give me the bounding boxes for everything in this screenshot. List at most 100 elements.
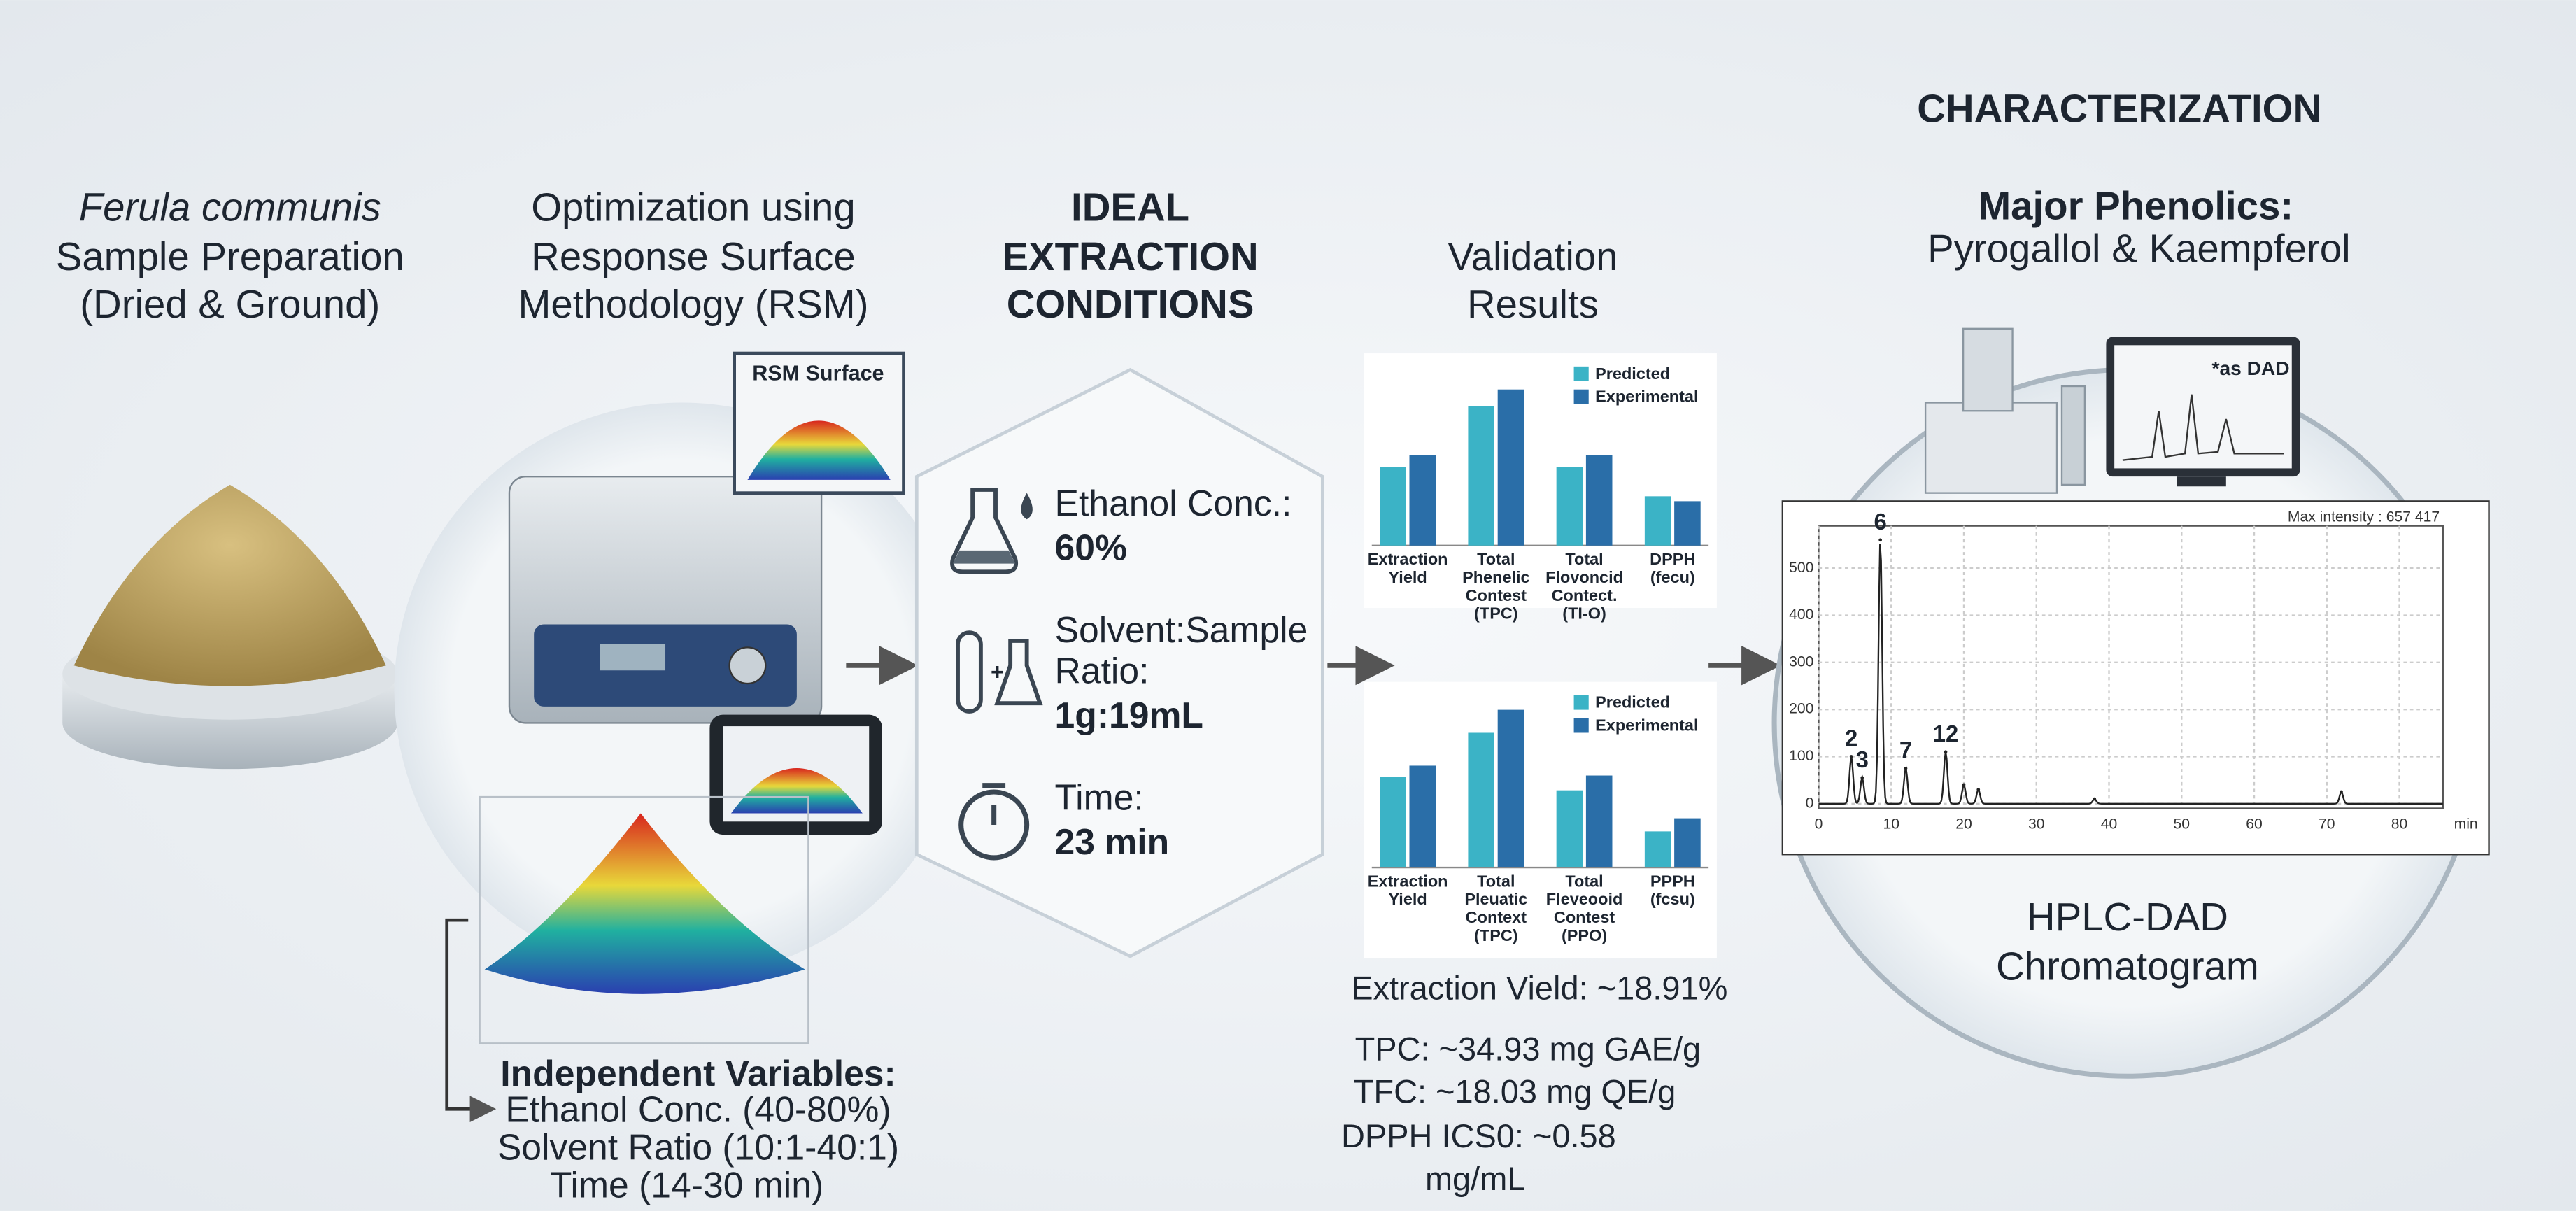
category-label: Total [1565, 550, 1603, 568]
bar [1380, 777, 1406, 868]
bar [1468, 732, 1494, 868]
result: Extraction Vield: ~18.91% [1351, 970, 1727, 1007]
timer-icon [958, 789, 1030, 861]
result: TPC: ~34.93 mg GAE/g [1355, 1030, 1701, 1067]
tablet-surface [730, 767, 863, 814]
y-tick-label: 0 [1806, 795, 1814, 811]
bar [1674, 501, 1701, 546]
category-label: Total [1565, 872, 1603, 890]
peak-label: 2 [1845, 725, 1857, 751]
condition-label: Time: [1055, 777, 1144, 817]
condition-label: Ethanol Conc.: [1055, 483, 1292, 523]
flask-icon [950, 488, 1019, 574]
condition-label: Ratio: [1055, 651, 1149, 691]
variable: Ethanol Conc. (40-80%) [505, 1089, 891, 1130]
step-title: (Dried & Ground) [80, 282, 380, 326]
hexagon [914, 367, 1324, 958]
variables-title: Independent Variables: [500, 1053, 896, 1093]
peak-label: 6 [1874, 509, 1887, 534]
category-label: Extraction [1368, 872, 1448, 890]
drop-icon [1021, 493, 1033, 520]
category-label: Fleveooid [1546, 890, 1623, 908]
bar [1409, 455, 1436, 546]
category-label: Total [1477, 872, 1515, 890]
result: DPPH ICS0: ~0.58 [1341, 1117, 1616, 1154]
bar [1585, 775, 1613, 868]
bar [1497, 709, 1524, 868]
hplc-tower [1962, 327, 2014, 412]
inset-surface [747, 420, 891, 480]
peak-apex [1944, 750, 1948, 754]
bar [1556, 790, 1583, 868]
y-tick-label: 300 [1789, 653, 1813, 670]
step-title: Methodology (RSM) [518, 282, 868, 326]
step-sample: Ferula communis Sample Preparation (Drie… [56, 185, 404, 770]
bar [1468, 406, 1494, 546]
legend-label: Experimental [1595, 716, 1698, 734]
bar [1556, 467, 1583, 546]
x-tick-label: 20 [1955, 816, 1972, 833]
trace [1818, 544, 2443, 805]
category-label: Extraction [1368, 550, 1448, 568]
bath-display [600, 644, 666, 671]
category-label: (TPC) [1474, 926, 1518, 944]
monitor-stand [2177, 476, 2226, 487]
category-label: Contest [1466, 586, 1527, 604]
powder [73, 484, 386, 686]
category-label: Yield [1389, 890, 1427, 908]
monitor-trace [2122, 394, 2284, 461]
result: TFC: ~18.03 mg QE/g [1354, 1072, 1676, 1110]
bath-knob [728, 646, 767, 685]
bar [1380, 467, 1406, 546]
step-title: EXTRACTION [1002, 234, 1258, 278]
y-tick-label: 100 [1789, 748, 1813, 764]
category-label: Context [1466, 908, 1527, 926]
step-validation: Validation Results Extraction Vield: ~18… [1341, 234, 1727, 1197]
step-title: IDEAL [1071, 185, 1189, 229]
step-subtitle: Major Phenolics: [1978, 183, 2293, 227]
step-rsm: Optimization using Response Surface Meth… [394, 185, 970, 1205]
legend-swatch [1573, 718, 1589, 733]
step-title: Validation [1448, 234, 1618, 278]
bar [1674, 818, 1701, 868]
condition-value: 1g:19mL [1055, 695, 1203, 735]
category-label: Yield [1389, 568, 1427, 586]
category-label: (TI-O) [1562, 604, 1606, 623]
step-heading: CHARACTERIZATION [1917, 87, 2321, 131]
step-title: Ferula communis [79, 185, 381, 229]
peak-label: 3 [1856, 746, 1869, 772]
x-tick-label: 70 [2319, 816, 2335, 833]
surface-box [479, 795, 809, 1044]
monitor-label: *as DAD [2211, 357, 2289, 379]
peak-apex [2340, 790, 2343, 794]
step-title: CONDITIONS [1007, 282, 1254, 326]
peak-apex [2093, 797, 2097, 801]
category-label: Contest [1554, 908, 1615, 926]
bar [1585, 455, 1613, 546]
category-label: (PPO) [1562, 926, 1607, 944]
step-title: Results [1467, 282, 1599, 326]
condition-value: 23 min [1055, 821, 1170, 862]
peak-apex [1860, 776, 1864, 780]
surface-3d [484, 813, 805, 994]
x-tick-label: 30 [2028, 816, 2045, 833]
tube-icon [956, 630, 983, 714]
y-tick-label: 200 [1789, 701, 1813, 717]
hplc-column [2060, 385, 2086, 486]
compounds: Pyrogallol & Kaempferol [1927, 226, 2350, 270]
caption: HPLC-DAD [2027, 895, 2228, 939]
peak-apex [1849, 755, 1853, 758]
x-tick-label: 60 [2246, 816, 2263, 833]
category-label: Total [1477, 550, 1515, 568]
peak-label: 12 [1933, 721, 1959, 746]
inset-label: RSM Surface [752, 362, 884, 385]
bar [1409, 765, 1436, 868]
step-title: Response Surface [531, 234, 856, 278]
legend-swatch [1573, 366, 1589, 381]
condition-value: 60% [1055, 527, 1127, 567]
legend-swatch [1573, 695, 1589, 710]
y-tick-label: 500 [1789, 560, 1813, 576]
bar [1644, 831, 1671, 868]
